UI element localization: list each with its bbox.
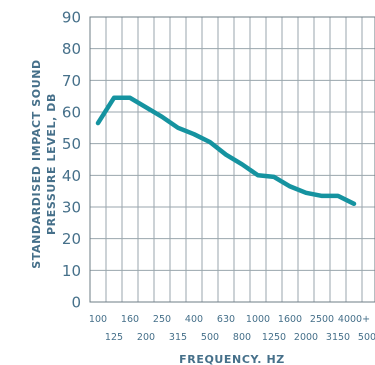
x-axis-title: FREQUENCY. HZ (179, 353, 285, 365)
x-tick-label: 1000 (246, 314, 270, 325)
x-tick-label: 500 (201, 332, 219, 343)
x-axis-ticks: 100 160 250 400 630 1000 1600 2500 4000+ 125 200 31… (89, 314, 375, 343)
y-tick-label: 80 (62, 40, 81, 58)
y-axis-title-line-1: STANDARDISED IMPACT SOUND (30, 59, 43, 269)
series-layer (95, 95, 357, 207)
y-tick-label: 10 (62, 262, 81, 280)
x-tick-label: 250 (153, 314, 171, 325)
x-tick-label: 5000 (358, 332, 375, 343)
y-tick-label: 20 (62, 230, 81, 248)
x-tick-label: 2000 (294, 332, 318, 343)
x-tick-label: 200 (137, 332, 155, 343)
x-tick-label: 1250 (262, 332, 286, 343)
x-tick-label: 125 (105, 332, 123, 343)
y-tick-label: 90 (62, 9, 81, 27)
plot-frame (89, 16, 375, 303)
y-tick-label: 70 (62, 72, 81, 90)
x-tick-label: 1600 (278, 314, 302, 325)
x-tick-label: 100 (89, 314, 107, 325)
y-tick-label: 30 (62, 199, 81, 217)
x-tick-label: 800 (233, 332, 251, 343)
y-tick-label: 60 (62, 104, 81, 122)
y-tick-label: 0 (71, 294, 81, 312)
x-tick-label: 2500 (310, 314, 334, 325)
y-axis-title-line-2: PRESSURE LEVEL, DB (45, 93, 58, 235)
y-tick-label: 40 (62, 167, 81, 185)
chart-grid (89, 16, 375, 303)
y-tick-label: 50 (62, 135, 81, 153)
x-tick-label: 400 (185, 314, 203, 325)
y-axis-ticks: 0 10 20 30 40 50 60 70 80 90 (62, 9, 81, 312)
x-tick-label: 315 (169, 332, 187, 343)
x-tick-label: 3150 (326, 332, 350, 343)
x-tick-label: 160 (121, 314, 139, 325)
x-tick-label: 630 (217, 314, 235, 325)
series-line (95, 95, 357, 207)
x-tick-label: 4000+ (338, 314, 370, 325)
